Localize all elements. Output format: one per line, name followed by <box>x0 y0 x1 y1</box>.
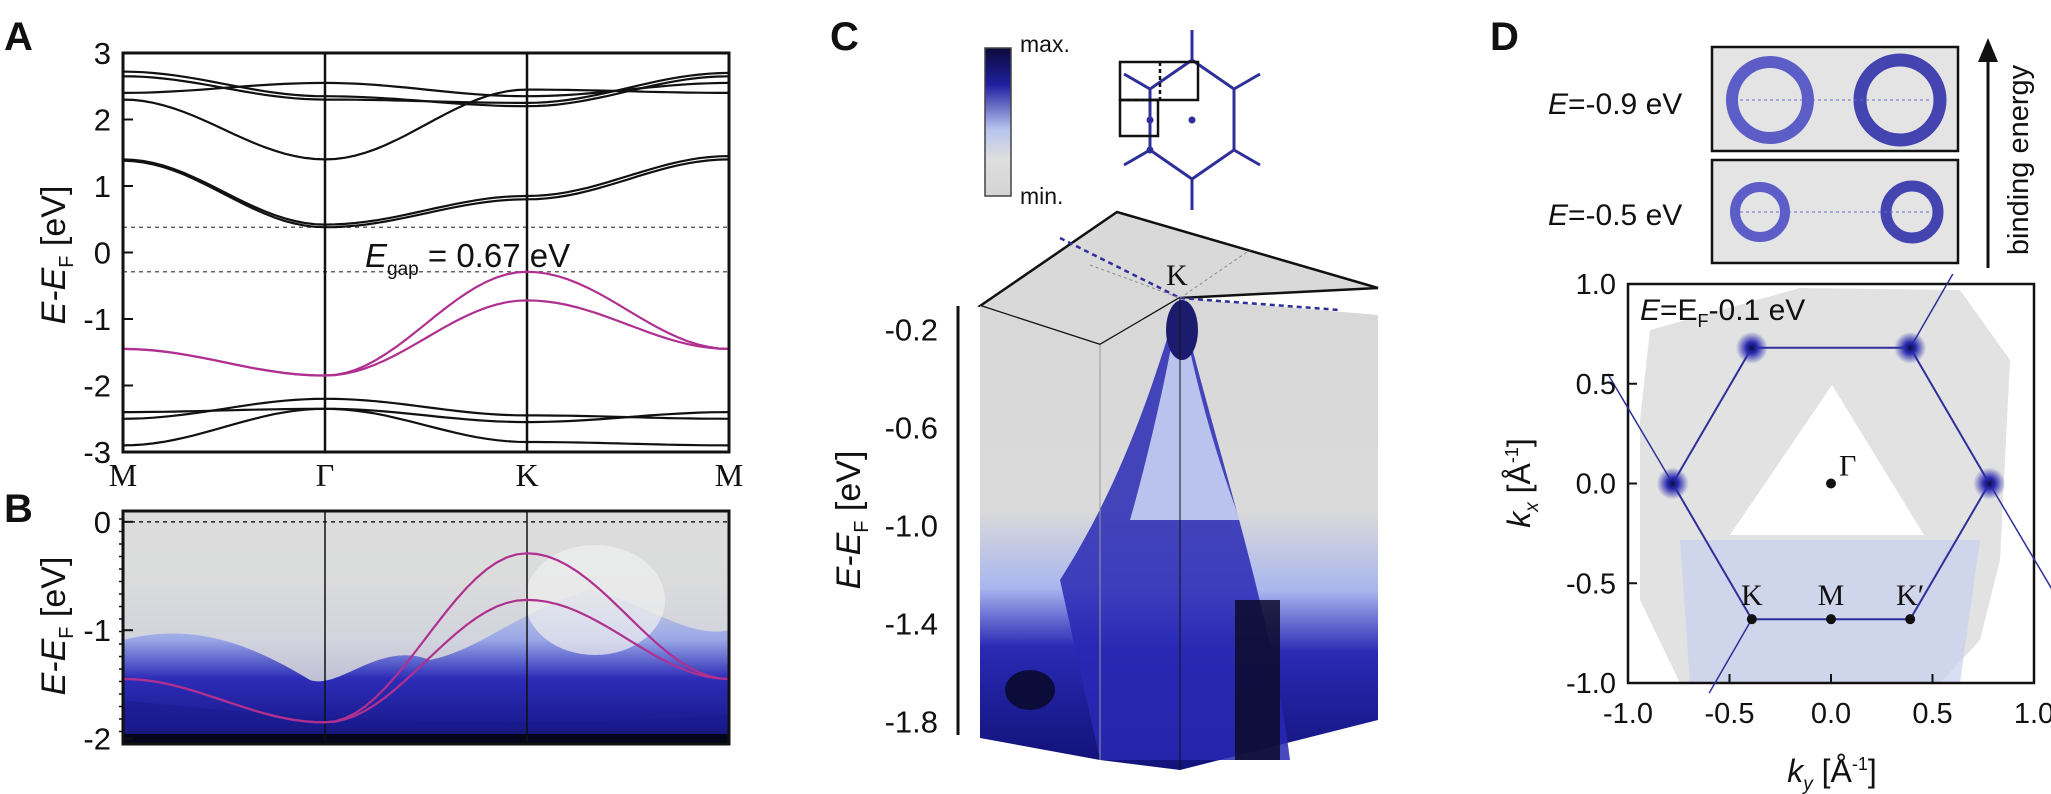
band-deep-10 <box>123 407 729 447</box>
kpath-label: M <box>715 457 743 493</box>
xtick-label: 0.5 <box>1912 698 1952 730</box>
xtick-label: -0.5 <box>1705 698 1755 730</box>
colorbar-min-label: min. <box>1020 183 1063 209</box>
panel-a-ylabel: E-EF [eV] <box>35 186 78 325</box>
panel-label-d: D <box>1490 15 1519 59</box>
point-label: K <box>1741 579 1763 612</box>
xtick-label: -1.0 <box>1603 698 1653 730</box>
ytick-label: -0.2 <box>885 312 938 347</box>
ytick-label: -3 <box>83 435 111 470</box>
band-conduction-3 <box>123 88 729 161</box>
panel-label-b: B <box>4 487 33 531</box>
map-energy-label: E=EF-0.1 eV <box>1640 294 1805 331</box>
xtick-label: 0.0 <box>1811 698 1851 730</box>
panel-label-c: C <box>830 15 859 59</box>
ytick-label: 1 <box>94 169 111 204</box>
ky-axis-label: ky [Å-1] <box>1787 753 1877 794</box>
colorbar-max-label: max. <box>1020 31 1070 57</box>
point-label: K′ <box>1896 579 1924 612</box>
point-marker <box>1826 478 1836 489</box>
ytick-label: -1 <box>83 302 111 337</box>
kpath-label: M <box>109 457 137 493</box>
panel-a-frame <box>121 51 731 454</box>
bz-edge <box>1988 483 2051 590</box>
panel-b-intensity <box>123 511 729 744</box>
slice-lower-label: E=-0.5 eV <box>1548 199 1682 232</box>
ytick-label: -1 <box>83 613 111 648</box>
ytick-label: 1.0 <box>1576 269 1616 301</box>
ytick-label: -2 <box>83 369 111 404</box>
cut-left-face <box>980 306 1100 760</box>
ytick-label: 0.5 <box>1576 369 1616 401</box>
ytick-label: -1.4 <box>885 606 938 641</box>
panel-c: C max. min. <box>830 15 1379 770</box>
band-conduction-5 <box>123 155 729 226</box>
bz-edge <box>1708 618 1753 694</box>
band-conduction-4 <box>123 158 729 229</box>
binding-energy-label: binding energy <box>2003 64 2035 255</box>
panel-b-plot: 0 -1 -2 <box>83 505 729 757</box>
panel-c-ylabel: E-EF [eV] <box>830 451 873 590</box>
k-point-label: K <box>1166 259 1188 292</box>
bz-inset-box <box>1118 60 1200 138</box>
kx-axis-label: kx [Å-1] <box>1501 438 1543 528</box>
panel-b: B 0 -1 -2 E-EF [eV] <box>4 487 731 757</box>
panel-b-ylabel: E-EF [eV] <box>35 557 78 696</box>
overlay-band-1 <box>123 598 729 724</box>
kpath-label: K <box>515 457 538 493</box>
kpath-label: Γ <box>316 457 335 493</box>
arpes-3d-cut: K <box>977 210 1379 770</box>
colorbar <box>984 47 1012 197</box>
fermi-map-overlay: Γ K M K′ -1.0 -0.5 0.0 0.5 1.0 1.0 0.5 0.0 -0.5 -1.0 <box>1566 269 2051 730</box>
point-marker <box>1826 614 1836 625</box>
slice-upper <box>1710 45 1960 153</box>
ytick-label: 0.0 <box>1576 469 1616 501</box>
band-valence-7 <box>123 299 729 377</box>
point-label: Γ <box>1839 450 1856 483</box>
map-white-region <box>1730 385 1924 535</box>
ytick-label: -2 <box>83 722 111 757</box>
band-deep-9 <box>123 397 729 420</box>
gap-annotation: Egap = 0.67 eV <box>365 237 570 280</box>
ytick-label: -1.8 <box>885 704 938 739</box>
panel-b-frame <box>121 509 731 746</box>
panel-c-ticks: -0.2 -0.6 -1.0 -1.4 -1.8 <box>885 312 938 739</box>
spectral-hot-spot <box>1656 467 1689 500</box>
ytick-label: 2 <box>94 103 111 138</box>
ytick-label: -0.5 <box>1566 568 1616 600</box>
arrow-head-icon <box>1978 38 1998 62</box>
ytick-label: -1.0 <box>1566 668 1616 700</box>
point-marker <box>1905 614 1916 625</box>
band-conduction-2 <box>123 81 729 98</box>
point-label: M <box>1818 579 1845 612</box>
panel-d: D E=-0.9 eV E=-0.5 eV binding energy Γ K M… <box>1490 15 2051 794</box>
ytick-label: 3 <box>94 36 111 71</box>
bz-inset <box>1123 30 1261 210</box>
ytick-label: -1.0 <box>885 508 938 543</box>
ytick-label: 0 <box>94 505 111 540</box>
ytick-label: -0.6 <box>885 410 938 445</box>
ytick-label: 0 <box>94 236 111 271</box>
slice-upper-label: E=-0.9 eV <box>1548 88 1682 121</box>
point-marker <box>1746 614 1757 625</box>
slice-lower <box>1710 158 1960 265</box>
map-lower-tile <box>1680 540 1980 683</box>
spectral-hot-spot <box>1973 467 2006 500</box>
bz-edge <box>1607 373 1674 484</box>
xtick-label: 1.0 <box>2014 698 2051 730</box>
spectral-hot-spot <box>1735 331 1768 364</box>
panel-label-a: A <box>4 15 33 59</box>
spectral-hot-spot <box>1894 331 1927 364</box>
